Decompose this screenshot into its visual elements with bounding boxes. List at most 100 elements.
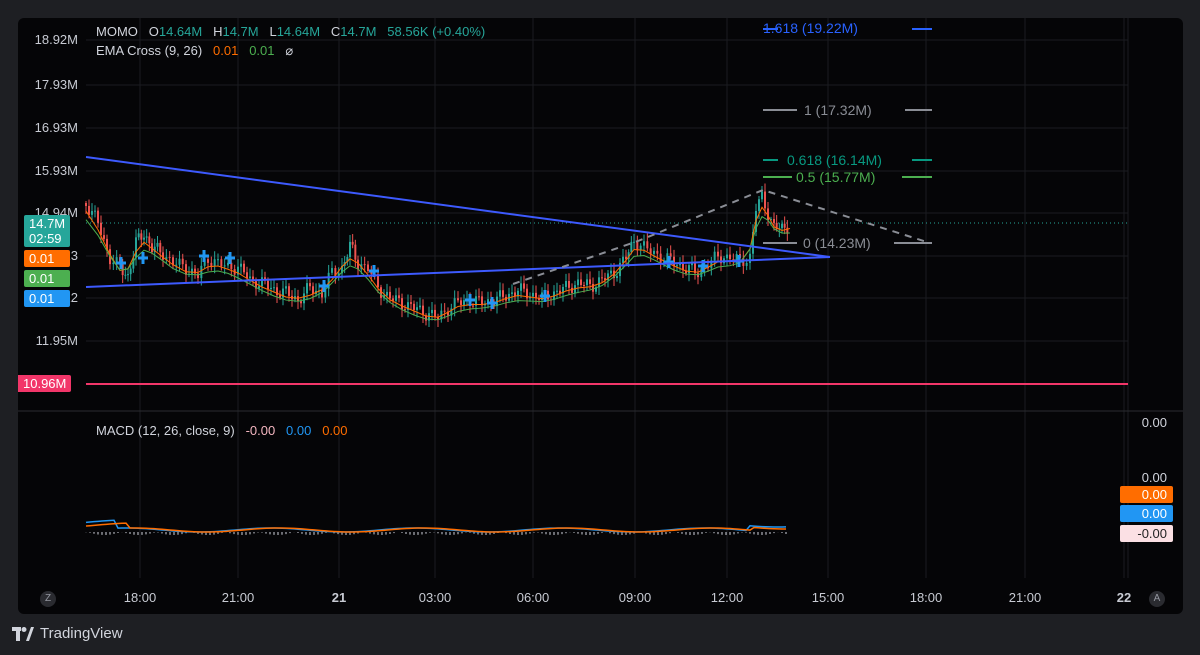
time-axis-label: 18:00 xyxy=(123,590,157,605)
candle-body xyxy=(168,257,171,259)
macd-axis-top: 0.00 xyxy=(1141,415,1167,430)
candle-body xyxy=(710,260,713,269)
candle-body xyxy=(217,259,219,261)
candle-body xyxy=(752,231,754,254)
price-axis-label: 15.93M xyxy=(34,163,78,178)
candle-body xyxy=(327,272,330,289)
candle-body xyxy=(592,283,594,292)
fib-level-0618[interactable]: 0.618 (16.14M) xyxy=(787,152,882,168)
tradingview-logo-icon xyxy=(12,626,34,641)
candle-body xyxy=(643,241,645,246)
candle-body xyxy=(145,236,148,238)
candle-body xyxy=(610,270,612,274)
candle-body xyxy=(288,286,290,296)
last-price-value: 14.7M xyxy=(29,216,66,231)
candle-body xyxy=(636,241,639,251)
candle-body xyxy=(526,288,528,299)
candle-body xyxy=(499,290,501,297)
candle-body xyxy=(758,199,760,211)
candle-body xyxy=(463,300,465,305)
candle-body xyxy=(246,272,248,279)
ema-slow-tag: 0.01 xyxy=(24,270,70,287)
candle-body xyxy=(97,210,99,223)
fib-level-1618[interactable]: 1.618 (19.22M) xyxy=(763,20,858,36)
candle-body xyxy=(783,223,786,228)
candle-body xyxy=(685,270,687,274)
candle-body xyxy=(646,241,649,249)
candle-body xyxy=(159,242,162,253)
price-axis-label: 17.93M xyxy=(34,77,78,92)
candle-body xyxy=(679,263,681,266)
candle-body xyxy=(100,222,102,236)
candle-body xyxy=(457,298,459,301)
symbol-name[interactable]: MOMO xyxy=(96,24,138,39)
candle-body xyxy=(324,288,327,298)
candle-body xyxy=(556,290,558,292)
candle-body xyxy=(676,265,678,267)
candle-body xyxy=(94,210,96,212)
candle-body xyxy=(653,250,655,254)
ema-indicator-name[interactable]: EMA Cross (9, 26) xyxy=(96,43,203,58)
candle-body xyxy=(682,263,684,271)
candle-body xyxy=(404,309,406,311)
macd-histogram-value: -0.00 xyxy=(245,423,276,438)
zoom-reset-button[interactable]: Z xyxy=(40,591,56,607)
candle-body xyxy=(124,274,127,276)
candle-body xyxy=(726,254,728,259)
candle-body xyxy=(210,262,213,267)
candle-body xyxy=(252,276,254,280)
candle-body xyxy=(767,208,769,221)
candle-body xyxy=(622,256,624,263)
fib-level-1[interactable]: 1 (17.32M) xyxy=(804,102,872,118)
macd-legend[interactable]: MACD (12, 26, close, 9) -0.00 0.00 0.00 xyxy=(96,423,348,438)
hide-values-icon[interactable]: ⌀ xyxy=(285,43,294,58)
last-price-tag: 14.7M 02:59 xyxy=(24,215,71,247)
change-value: 58.56K (+0.40%) xyxy=(387,24,486,39)
candle-body xyxy=(135,237,137,258)
ema-fast-line xyxy=(85,206,791,318)
fib-level-05[interactable]: 0.5 (15.77M) xyxy=(796,169,876,185)
candle-body xyxy=(261,277,263,287)
ema-legend[interactable]: EMA Cross (9, 26) 0.01 0.01 ⌀ xyxy=(96,43,293,59)
candle-body xyxy=(720,256,722,264)
chart-frame[interactable]: MOMO O14.64M H14.7M L14.64M C14.7M 58.56… xyxy=(18,18,1183,614)
candle-body xyxy=(656,250,659,254)
candle-body xyxy=(392,298,394,301)
candle-body xyxy=(354,244,357,260)
candle-body xyxy=(148,236,151,244)
candle-body xyxy=(565,280,567,287)
chart-canvas[interactable] xyxy=(18,18,1183,614)
candle-body xyxy=(413,303,415,310)
candle-body xyxy=(460,300,462,305)
candle-body xyxy=(309,283,311,287)
candle-body xyxy=(230,262,233,270)
macd-pane xyxy=(85,519,787,535)
candle-body xyxy=(633,241,635,243)
candle-body xyxy=(625,256,627,260)
candle-body xyxy=(514,292,516,297)
candle-body xyxy=(249,276,251,279)
candle-body xyxy=(407,302,409,310)
candle-body xyxy=(764,191,766,209)
macd-histogram-tag: -0.00 xyxy=(1120,525,1173,542)
candle-body xyxy=(440,310,443,320)
ema-cross-markers xyxy=(116,250,744,309)
candle-body xyxy=(630,241,633,253)
candle-body xyxy=(153,246,156,253)
ema-cross-tag: 0.01 xyxy=(24,290,70,307)
candle-body xyxy=(115,257,118,263)
auto-scale-button[interactable]: A xyxy=(1149,591,1165,607)
fib-level-0[interactable]: 0 (14.23M) xyxy=(803,235,871,251)
candle-body xyxy=(571,287,573,293)
candle-body xyxy=(568,280,570,288)
bar-countdown: 02:59 xyxy=(29,231,62,246)
candle-body xyxy=(735,254,738,261)
tradingview-logo[interactable]: TradingView xyxy=(12,625,123,642)
candle-body xyxy=(688,265,690,274)
price-axis-label: 16.93M xyxy=(34,120,78,135)
horizontal-level-tag[interactable]: 10.96M xyxy=(18,375,72,392)
close-value: 14.7M xyxy=(340,24,377,39)
macd-indicator-name[interactable]: MACD (12, 26, close, 9) xyxy=(96,423,235,438)
candle-body xyxy=(312,286,314,294)
candle-body xyxy=(437,317,439,320)
